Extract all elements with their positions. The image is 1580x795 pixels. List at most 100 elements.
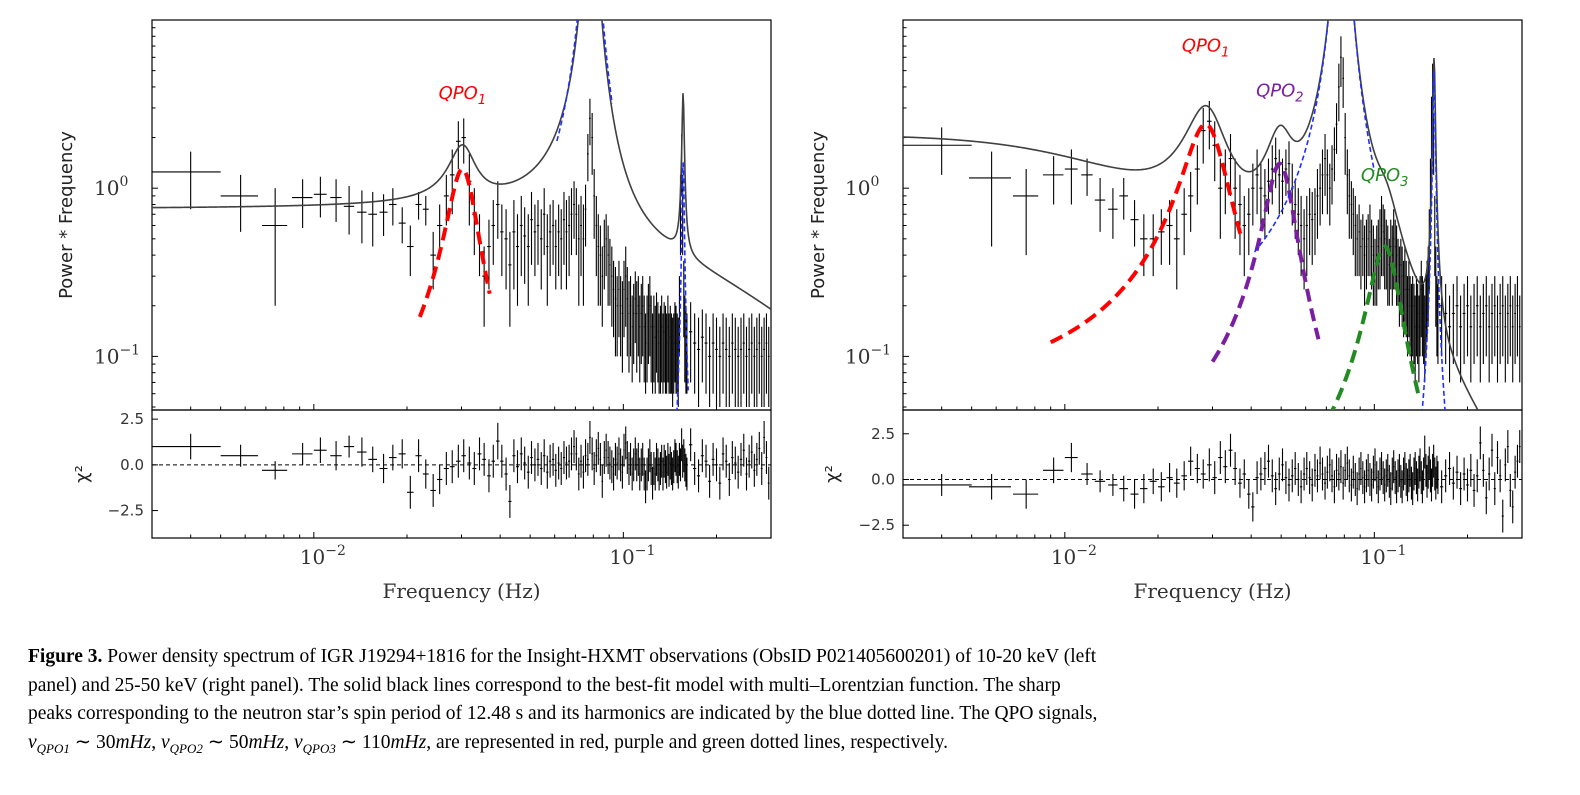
- data-point: [664, 305, 666, 394]
- residual-point: [755, 442, 758, 476]
- residual-point: [554, 453, 557, 487]
- residual-point: [357, 437, 367, 467]
- residual-point: [1207, 448, 1212, 482]
- data-point: [1501, 276, 1504, 357]
- qpo-label: QPO1: [439, 83, 486, 108]
- lorentzian-component: [1210, 161, 1321, 363]
- residual-point: [1518, 430, 1521, 464]
- residual-point: [1436, 455, 1438, 489]
- data-point: [685, 305, 687, 394]
- data-point: [1372, 225, 1375, 306]
- data-point: [599, 225, 602, 306]
- residual-point: [1479, 426, 1482, 460]
- residual-point: [1369, 463, 1371, 496]
- data-point: [389, 188, 397, 226]
- data-point: [1394, 219, 1396, 290]
- data-point: [1380, 195, 1383, 277]
- residual-point: [1173, 468, 1180, 498]
- lorentzian-component: [1330, 244, 1422, 410]
- residual-point: [1516, 444, 1519, 478]
- residual-point: [1398, 453, 1400, 487]
- residual-point: [548, 444, 552, 478]
- data-point: [542, 188, 546, 256]
- data-point: [1270, 145, 1274, 205]
- data-point: [560, 209, 563, 290]
- resid-tick-label: −2.5: [859, 516, 895, 534]
- data-point: [1363, 225, 1366, 306]
- qpo-label: QPO1: [1182, 35, 1229, 60]
- data-point: [1516, 276, 1519, 357]
- data-point: [1384, 209, 1386, 290]
- residual-point: [1437, 461, 1439, 495]
- residual-point: [1413, 457, 1415, 491]
- residual-point: [482, 442, 487, 476]
- data-point: [1263, 169, 1267, 239]
- data-point: [663, 302, 665, 383]
- residual-point: [669, 446, 671, 480]
- data-point: [593, 169, 596, 239]
- residual-point: [1420, 461, 1422, 495]
- data-point: [628, 281, 630, 373]
- residual-point: [1488, 457, 1491, 491]
- residual-point: [1287, 468, 1291, 502]
- residual-point: [633, 448, 635, 482]
- residual-point: [1403, 457, 1405, 491]
- data-point: [1157, 209, 1165, 265]
- caption-line-4: νQPO1 ∼ 30mHz, νQPO2 ∼ 50mHz, νQPO3 ∼ 11…: [28, 731, 949, 756]
- residual-point: [1319, 446, 1322, 480]
- data-point: [406, 225, 414, 277]
- lorentzian-component: [1253, 20, 1376, 253]
- data-point: [1255, 149, 1259, 215]
- data-point: [548, 204, 552, 277]
- residual-point: [1350, 468, 1353, 502]
- residual-point: [1440, 470, 1444, 504]
- residual-point: [1157, 472, 1165, 502]
- data-point: [1410, 283, 1412, 365]
- residual-point: [1429, 459, 1431, 493]
- data-point: [1459, 295, 1463, 383]
- data-point: [968, 151, 1012, 247]
- residual-point: [436, 464, 443, 495]
- residual-point: [711, 442, 715, 476]
- data-point: [662, 313, 664, 394]
- data-point: [261, 188, 288, 306]
- residual-point: [577, 457, 580, 491]
- data-point: [605, 214, 607, 277]
- data-point: [1362, 214, 1364, 277]
- residual-point: [1356, 472, 1358, 506]
- residual-point: [1417, 468, 1419, 502]
- residual-point: [1337, 457, 1340, 491]
- residual-point: [1451, 466, 1455, 500]
- residual-point: [1321, 457, 1324, 491]
- data-point: [1415, 276, 1417, 357]
- residual-point: [1360, 452, 1362, 485]
- data-point: [609, 238, 611, 306]
- residual-point: [1388, 464, 1390, 498]
- residual-point: [1233, 452, 1238, 485]
- residual-point: [679, 448, 682, 482]
- data-point: [1331, 145, 1333, 205]
- residual-point: [654, 457, 656, 491]
- data-point: [607, 225, 609, 306]
- data-point: [639, 295, 641, 383]
- residual-point: [1387, 453, 1389, 487]
- residual-point: [461, 439, 466, 473]
- residual-point: [686, 457, 688, 491]
- model-curve: [903, 20, 1479, 410]
- residual-point: [1218, 441, 1223, 474]
- residual-point: [1358, 457, 1360, 491]
- data-point: [1393, 209, 1395, 290]
- data-point: [1319, 163, 1322, 226]
- residual-point: [1293, 452, 1297, 485]
- data-point: [1251, 163, 1255, 226]
- data-point: [546, 214, 549, 306]
- data-point: [1400, 238, 1402, 306]
- y-axis-label: Power * Frequency: [56, 131, 77, 299]
- data-point: [551, 200, 555, 265]
- residual-point: [1406, 468, 1409, 502]
- data-point: [731, 313, 734, 394]
- residual-point: [512, 439, 516, 473]
- data-point: [1379, 209, 1381, 290]
- data-point: [1413, 283, 1415, 365]
- residual-point: [693, 452, 697, 485]
